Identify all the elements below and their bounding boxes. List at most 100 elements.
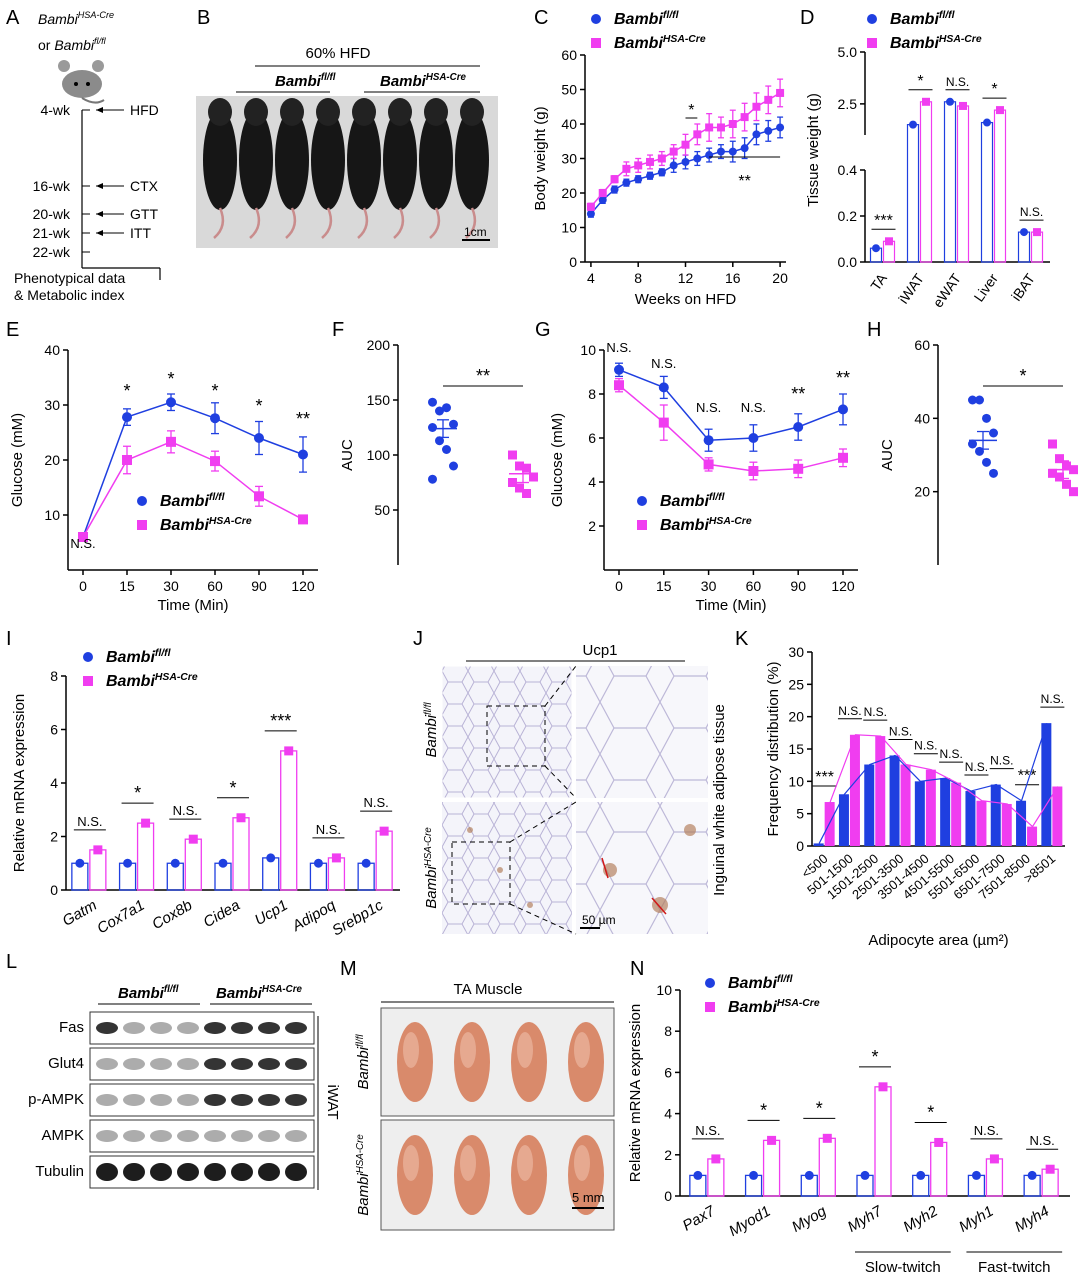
marker-cre xyxy=(586,202,595,211)
marker-fl xyxy=(909,120,917,129)
y-axis-title: Relative mRNA expression xyxy=(11,694,28,872)
marker-fl xyxy=(669,161,678,170)
histology-fl-high xyxy=(576,666,708,798)
bar-cre xyxy=(280,750,298,891)
sig-label: N.S. xyxy=(696,400,721,415)
bar-fl xyxy=(1041,723,1052,846)
x-tick-label: 120 xyxy=(291,578,315,594)
marker-fl xyxy=(218,858,228,868)
timeline-tick-label: 4-wk xyxy=(40,102,71,118)
marker-fl xyxy=(254,433,264,443)
mice-group-fl: Bambifl/fl xyxy=(275,72,336,90)
legend-fl: Bambifl/fl xyxy=(890,10,956,28)
y-tick-label: 50 xyxy=(561,82,577,98)
blot-band xyxy=(150,1022,172,1034)
bar-fl xyxy=(1017,231,1031,263)
marker-cre xyxy=(669,147,678,156)
panel-e-gtt: 10 20 30 40 Glucose (mM) 0 15 30 60 90 120 Time (Mi… xyxy=(9,342,318,614)
x-tick-label: 8 xyxy=(634,270,642,286)
bar-cre xyxy=(956,105,970,263)
marker-cre xyxy=(610,175,619,184)
zoom-box-fl xyxy=(486,705,546,767)
marker-cre xyxy=(137,520,147,530)
y-tick-label: 10 xyxy=(656,982,672,998)
marker-cre xyxy=(508,450,517,460)
mouse-head xyxy=(316,98,340,126)
y-tick-label: 20 xyxy=(788,709,804,725)
legend-fl-base: Bambi xyxy=(728,975,777,992)
muscle-highlight xyxy=(460,1032,476,1068)
marker-fl xyxy=(123,858,133,868)
marker-fl xyxy=(361,858,371,868)
sig-label: N.S. xyxy=(1020,205,1043,219)
marker-fl xyxy=(983,118,991,127)
marker-cre xyxy=(83,676,93,686)
legend-cre-sup: HSA-Cre xyxy=(777,998,820,1009)
marker-cre xyxy=(1033,228,1041,237)
x-tick-label: eWAT xyxy=(929,270,964,310)
marker-cre xyxy=(922,97,930,106)
legend-fl-sup: fl/fl xyxy=(663,10,680,21)
panel-label-f: F xyxy=(332,319,344,341)
mouse-body xyxy=(419,110,453,210)
panel-label-e: E xyxy=(6,319,19,341)
sig-label: ** xyxy=(476,366,490,386)
marker-cre xyxy=(1048,468,1057,478)
marker-cre xyxy=(637,520,647,530)
panel-b-mice-photo: 60% HFD Bambifl/fl BambiHSA-Cre 1cm xyxy=(196,45,498,248)
scale-bar-5mm: 5 mm xyxy=(572,1190,605,1205)
marker-cre xyxy=(728,120,737,128)
marker-fl xyxy=(449,461,458,471)
muscle-row-fl: Bambifl/fl xyxy=(355,1034,372,1090)
marker-fl xyxy=(442,445,451,454)
marker-fl xyxy=(764,126,773,135)
bar-cre xyxy=(900,764,911,846)
y-tick-label: 60 xyxy=(914,337,930,353)
x-tick-label: Myh7 xyxy=(845,1202,886,1235)
panel-label-b: B xyxy=(197,7,210,29)
group-label-fast: Fast-twitch xyxy=(978,1259,1051,1276)
marker-fl xyxy=(916,1170,926,1180)
mouse-head xyxy=(208,98,232,126)
y-tick-label: 60 xyxy=(561,47,577,63)
blot-band xyxy=(123,1130,145,1142)
legend-cre: BambiHSA-Cre xyxy=(160,516,252,534)
sig-label: N.S. xyxy=(695,1123,720,1138)
series-line-cre xyxy=(618,384,844,472)
x-tick-label: 90 xyxy=(790,578,806,594)
blot-band xyxy=(123,1163,145,1181)
x-tick-label: Cox7a1 xyxy=(94,897,147,938)
marker-cre xyxy=(1055,454,1064,464)
x-tick-label: 4 xyxy=(587,270,595,286)
legend-fl-base: Bambi xyxy=(614,11,663,28)
y-tick-label: 2 xyxy=(588,518,596,534)
marker-fl xyxy=(610,185,619,194)
marker-cre xyxy=(591,38,601,48)
muscle-highlight xyxy=(460,1145,476,1181)
y-tick-label: 6 xyxy=(664,1064,672,1080)
legend-fl-sup: fl/fl xyxy=(777,974,794,985)
marker-fl xyxy=(170,858,180,868)
legend-cre-base: Bambi xyxy=(614,35,663,52)
y-tick-label: 2 xyxy=(50,829,58,845)
mouse-head xyxy=(460,98,484,126)
marker-fl xyxy=(646,171,655,180)
y-tick-label: 4 xyxy=(50,775,58,791)
muscle-highlight xyxy=(574,1145,590,1181)
marker-fl xyxy=(982,457,991,467)
marker-cre xyxy=(716,123,725,132)
sig-label: ** xyxy=(738,173,750,190)
blot-band xyxy=(231,1022,253,1034)
marker-cre xyxy=(1062,461,1071,471)
x-tick-label: 0 xyxy=(615,578,623,594)
y-axis-title: Body weight (g) xyxy=(532,106,549,210)
marker-fl xyxy=(442,403,451,413)
sig-label: N.S. xyxy=(1029,1133,1054,1148)
blot-band xyxy=(96,1163,118,1181)
sig-label: N.S. xyxy=(974,1123,999,1138)
bar-cre xyxy=(1030,231,1044,263)
marker-cre xyxy=(93,845,103,855)
bar-cre xyxy=(1027,826,1038,846)
blot-band xyxy=(258,1058,280,1070)
bar-fl xyxy=(980,121,994,263)
